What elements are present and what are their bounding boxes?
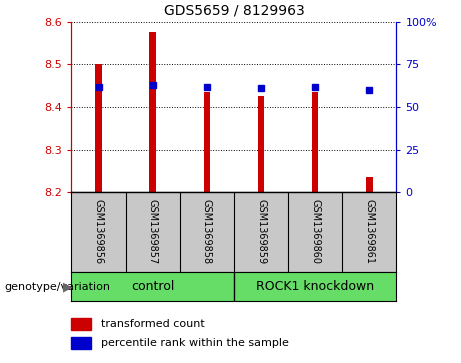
Text: GSM1369857: GSM1369857 xyxy=(148,199,158,264)
Bar xyxy=(149,32,156,192)
Text: GSM1369858: GSM1369858 xyxy=(202,199,212,264)
Title: GDS5659 / 8129963: GDS5659 / 8129963 xyxy=(164,4,304,18)
Text: percentile rank within the sample: percentile rank within the sample xyxy=(100,338,289,348)
Text: genotype/variation: genotype/variation xyxy=(5,282,111,292)
Bar xyxy=(258,97,264,192)
Text: GSM1369860: GSM1369860 xyxy=(310,199,320,264)
Text: transformed count: transformed count xyxy=(100,319,205,329)
Bar xyxy=(95,64,102,192)
Bar xyxy=(366,178,372,192)
Bar xyxy=(312,92,319,192)
Bar xyxy=(71,337,91,348)
Bar xyxy=(71,318,91,330)
Text: GSM1369856: GSM1369856 xyxy=(94,199,104,264)
Text: control: control xyxy=(131,280,174,293)
Text: ROCK1 knockdown: ROCK1 knockdown xyxy=(256,280,374,293)
Text: ▶: ▶ xyxy=(64,280,73,293)
Text: GSM1369859: GSM1369859 xyxy=(256,199,266,264)
Bar xyxy=(204,92,210,192)
Text: GSM1369861: GSM1369861 xyxy=(364,199,374,264)
